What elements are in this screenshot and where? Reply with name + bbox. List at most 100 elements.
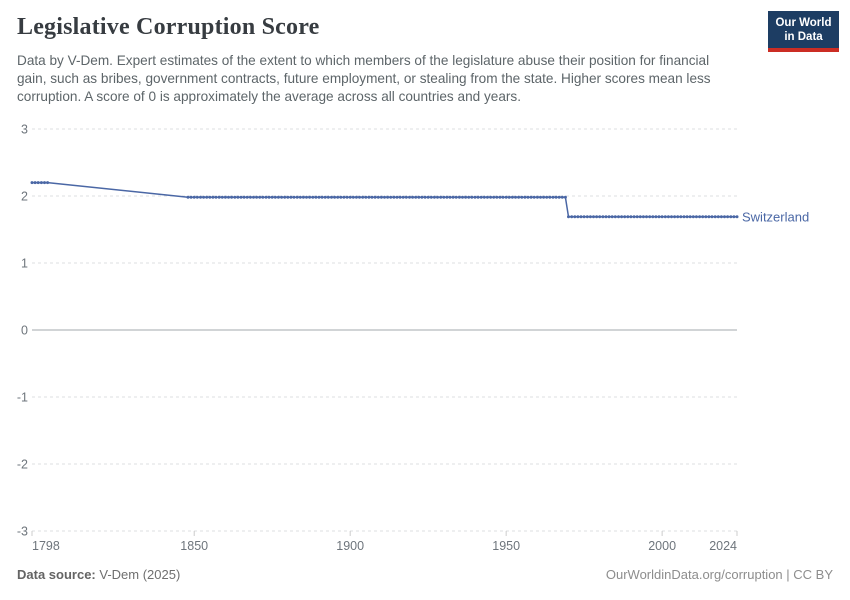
data-point-marker [364,195,368,199]
data-point-marker [560,195,564,199]
data-point-marker [379,195,383,199]
data-point-marker [704,215,708,219]
data-point-marker [252,195,255,199]
data-point-marker [432,195,436,199]
data-point-marker [436,195,439,199]
x-tick-label: 2024 [709,539,737,553]
data-point-marker [358,195,361,199]
data-point-marker [554,195,558,199]
data-point-marker [295,195,299,199]
data-point-marker [660,215,664,219]
footer-credit-link[interactable]: OurWorldinData.org/corruption | CC BY [605,567,833,582]
data-point-marker [539,195,542,199]
data-point-marker [691,215,695,219]
data-point-marker [688,215,692,219]
data-point-marker [30,181,34,185]
data-point-marker [426,195,430,199]
data-point-marker [401,195,405,199]
data-point-marker [698,215,702,219]
data-point-marker [336,195,340,199]
data-point-marker [411,195,415,199]
data-point-marker [551,195,555,199]
data-point-marker [694,215,698,219]
data-point-marker [326,195,330,199]
data-point-marker [645,215,648,219]
data-point-marker [651,215,655,219]
data-point-marker [292,195,296,199]
data-point-marker [308,195,312,199]
data-point-marker [648,215,652,219]
data-point-marker [601,215,605,219]
data-point-marker [470,195,474,199]
x-tick-label: 1798 [32,539,60,553]
data-point-marker [429,195,433,199]
data-point-marker [489,195,493,199]
data-point-marker [445,195,449,199]
y-tick-label: -1 [17,391,28,405]
data-point-marker [398,195,402,199]
data-point-marker [585,215,589,219]
data-point-marker [713,215,717,219]
data-point-marker [492,195,496,199]
y-tick-label: -2 [17,458,28,472]
data-point-marker [723,215,726,219]
data-point-marker [242,195,246,199]
data-point-marker [192,195,196,199]
data-point-marker [301,195,305,199]
data-point-marker [523,195,527,199]
data-point-marker [367,195,371,199]
data-point-marker [323,195,327,199]
data-point-marker [36,181,40,185]
data-point-marker [467,195,471,199]
data-point-marker [273,195,277,199]
data-point-marker [629,215,633,219]
data-point-marker [626,215,630,219]
data-point-marker [370,195,374,199]
data-point-marker [376,195,380,199]
data-point-marker [520,195,524,199]
data-point-marker [289,195,293,199]
data-source-label: Data source: [17,567,96,582]
data-point-marker [239,195,243,199]
data-point-marker [230,195,234,199]
data-point-marker [579,215,583,219]
data-point-marker [654,215,658,219]
data-point-marker [383,195,386,199]
series-line-switzerland[interactable] [32,181,737,218]
data-point-marker [442,195,446,199]
data-point-marker [504,195,508,199]
data-point-marker [495,195,499,199]
data-point-marker [283,195,287,199]
y-tick-label: 3 [21,123,28,137]
data-point-marker [389,195,393,199]
data-point-marker [223,195,227,199]
data-point-marker [267,195,271,199]
data-point-marker [280,195,284,199]
owid-logo[interactable]: Our World in Data [768,11,839,52]
data-point-marker [248,195,252,199]
data-point-marker [673,215,677,219]
data-point-marker [189,195,193,199]
data-point-marker [245,195,249,199]
data-point-marker [670,215,673,219]
data-point-marker [573,215,577,219]
series-label-switzerland[interactable]: Switzerland [742,209,809,224]
data-point-marker [576,215,580,219]
data-point-marker [510,195,514,199]
data-point-marker [610,215,614,219]
data-point-marker [317,195,321,199]
data-point-marker [333,195,337,199]
x-tick-label: 1900 [336,539,364,553]
data-point-marker [710,215,714,219]
data-point-marker [461,195,464,199]
x-tick-label: 1950 [492,539,520,553]
data-point-marker [43,181,46,185]
data-point-marker [592,215,595,219]
y-tick-label: 1 [21,257,28,271]
data-point-marker [685,215,689,219]
data-point-marker [707,215,711,219]
data-point-marker [305,195,308,199]
data-point-marker [676,215,680,219]
